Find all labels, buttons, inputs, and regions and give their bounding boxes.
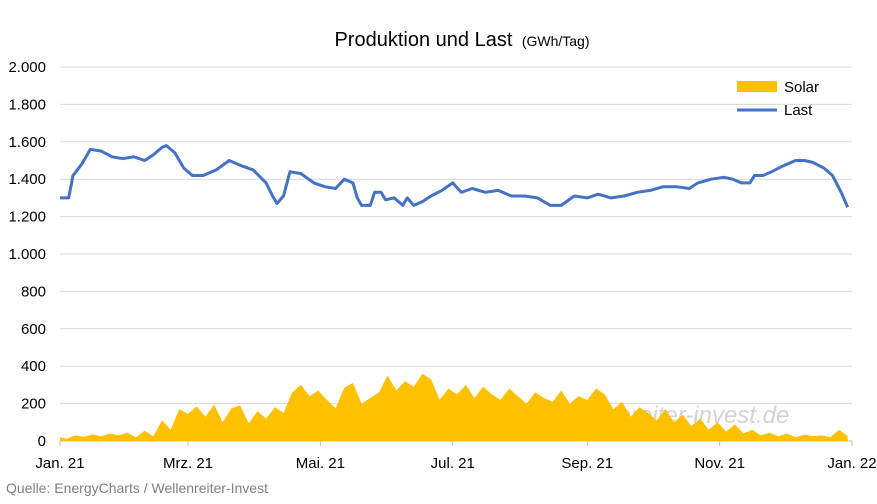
x-tick-label: Jul. 21	[431, 455, 475, 472]
series	[60, 144, 850, 441]
series-solar-area	[60, 373, 848, 441]
chart-title-unit: (GWh/Tag)	[522, 33, 590, 49]
legend-last-label: Last	[784, 102, 813, 119]
y-tick-label: 1.400	[8, 171, 46, 188]
y-tick-label: 1.800	[8, 96, 46, 113]
x-tick-label: Mrz. 21	[163, 455, 213, 472]
y-tick-label: 0	[38, 433, 46, 450]
x-tick-label: Jan. 21	[35, 455, 84, 472]
y-tick-label: 200	[21, 396, 46, 413]
x-tick-label: Jan. 22	[827, 455, 876, 472]
legend-solar-label: Solar	[784, 79, 819, 96]
x-tick-label: Sep. 21	[561, 455, 613, 472]
legend-solar-swatch	[737, 81, 777, 92]
legend: Solar Last	[737, 79, 819, 119]
y-tick-label: 1.200	[8, 209, 46, 226]
y-tick-label: 1.600	[8, 134, 46, 151]
source-note: Quelle: EnergyCharts / Wellenreiter-Inve…	[6, 480, 268, 496]
chart-title: Produktion und Last (GWh/Tag)	[334, 29, 589, 51]
x-axis-ticks: Jan. 21 Mrz. 21 Mai. 21 Jul. 21 Sep. 21 Nov. …	[35, 441, 877, 472]
y-tick-label: 800	[21, 283, 46, 300]
y-tick-label: 2.000	[8, 59, 46, 76]
y-axis-ticks: 0 200 400 600 800 1.000 1.200 1.400 1.600 1.800 2.…	[8, 59, 46, 450]
y-tick-label: 1.000	[8, 246, 46, 263]
y-tick-label: 600	[21, 321, 46, 338]
x-tick-label: Mai. 21	[296, 455, 345, 472]
series-last-line	[60, 144, 850, 208]
y-tick-label: 400	[21, 358, 46, 375]
x-tick-label: Nov. 21	[694, 455, 745, 472]
chart-title-main: Produktion und Last	[334, 29, 512, 51]
gridlines	[60, 66, 852, 442]
